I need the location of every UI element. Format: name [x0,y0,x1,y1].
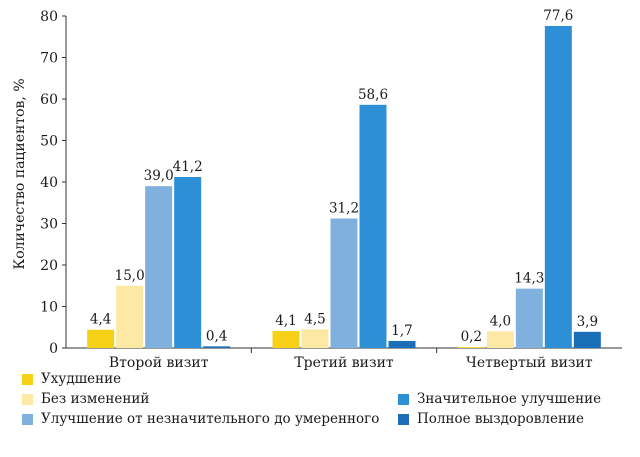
bar [330,218,358,348]
y-tick-label: 0 [49,341,58,357]
x-category-label: Третий визит [294,355,394,370]
y-tick-label: 10 [40,300,58,316]
data-label: 4,0 [490,313,511,329]
x-category-label: Четвертый визит [466,355,593,370]
legend-swatch-full-recovery [398,413,409,425]
legend-item-full-recovery: Полное выздоровление [398,411,584,427]
bar [174,177,202,348]
y-tick-label: 60 [40,92,58,108]
data-label: 41,2 [173,159,203,175]
bar [272,330,300,348]
data-label: 0,4 [206,328,227,344]
bar [388,340,416,348]
data-label: 58,6 [358,87,388,103]
legend-item-worsening: Ухудшение [22,371,121,387]
data-label: 4,5 [304,311,325,327]
legend-label-significant-improvement: Значительное улучшение [417,391,602,407]
bar [515,288,543,348]
legend-swatch-no-change [22,393,33,405]
bar [87,329,115,348]
legend-item-significant-improvement: Значительное улучшение [398,391,601,407]
data-label: 39,0 [144,168,174,184]
bar [145,186,173,348]
bar [486,331,514,348]
bar [573,331,601,348]
bar [457,347,485,348]
data-label: 1,7 [391,323,412,339]
legend-label-worsening: Ухудшение [41,371,122,387]
y-tick-label: 20 [40,258,58,274]
legend-swatch-significant-improvement [398,393,409,405]
y-tick-label: 70 [40,51,58,67]
legend-swatch-worsening [22,373,33,385]
data-label: 77,6 [543,8,573,24]
legend-item-no-change: Без изменений [22,391,149,407]
data-label: 4,4 [90,312,111,328]
data-label: 0,2 [461,329,482,345]
y-axis-title: Количество пациентов, % [12,78,28,269]
data-label: 15,0 [115,268,145,284]
data-label: 3,9 [577,314,598,330]
legend-label-full-recovery: Полное выздоровление [417,411,584,427]
y-tick-label: 30 [40,217,58,233]
data-label: 4,1 [275,313,296,329]
legend-swatch-mild-improvement [22,413,33,425]
data-label: 14,3 [514,271,544,287]
bar [301,329,329,348]
bar [544,25,572,349]
bar-chart: 0 10 20 30 40 50 60 70 80 Количество пациентов, %… [12,8,622,370]
legend-label-no-change: Без изменений [41,391,150,407]
bar [116,285,144,348]
legend-item-mild-improvement: Улучшение от незначительного до умеренно… [22,411,379,427]
y-tick-label: 40 [40,175,58,191]
y-tick-label: 80 [40,9,58,25]
data-label: 31,2 [329,201,359,217]
legend-label-mild-improvement: Улучшение от незначительного до умеренно… [41,411,380,427]
y-tick-label: 50 [40,134,58,150]
x-category-label: Второй визит [109,355,209,370]
bar [359,104,387,348]
bar [203,346,231,348]
